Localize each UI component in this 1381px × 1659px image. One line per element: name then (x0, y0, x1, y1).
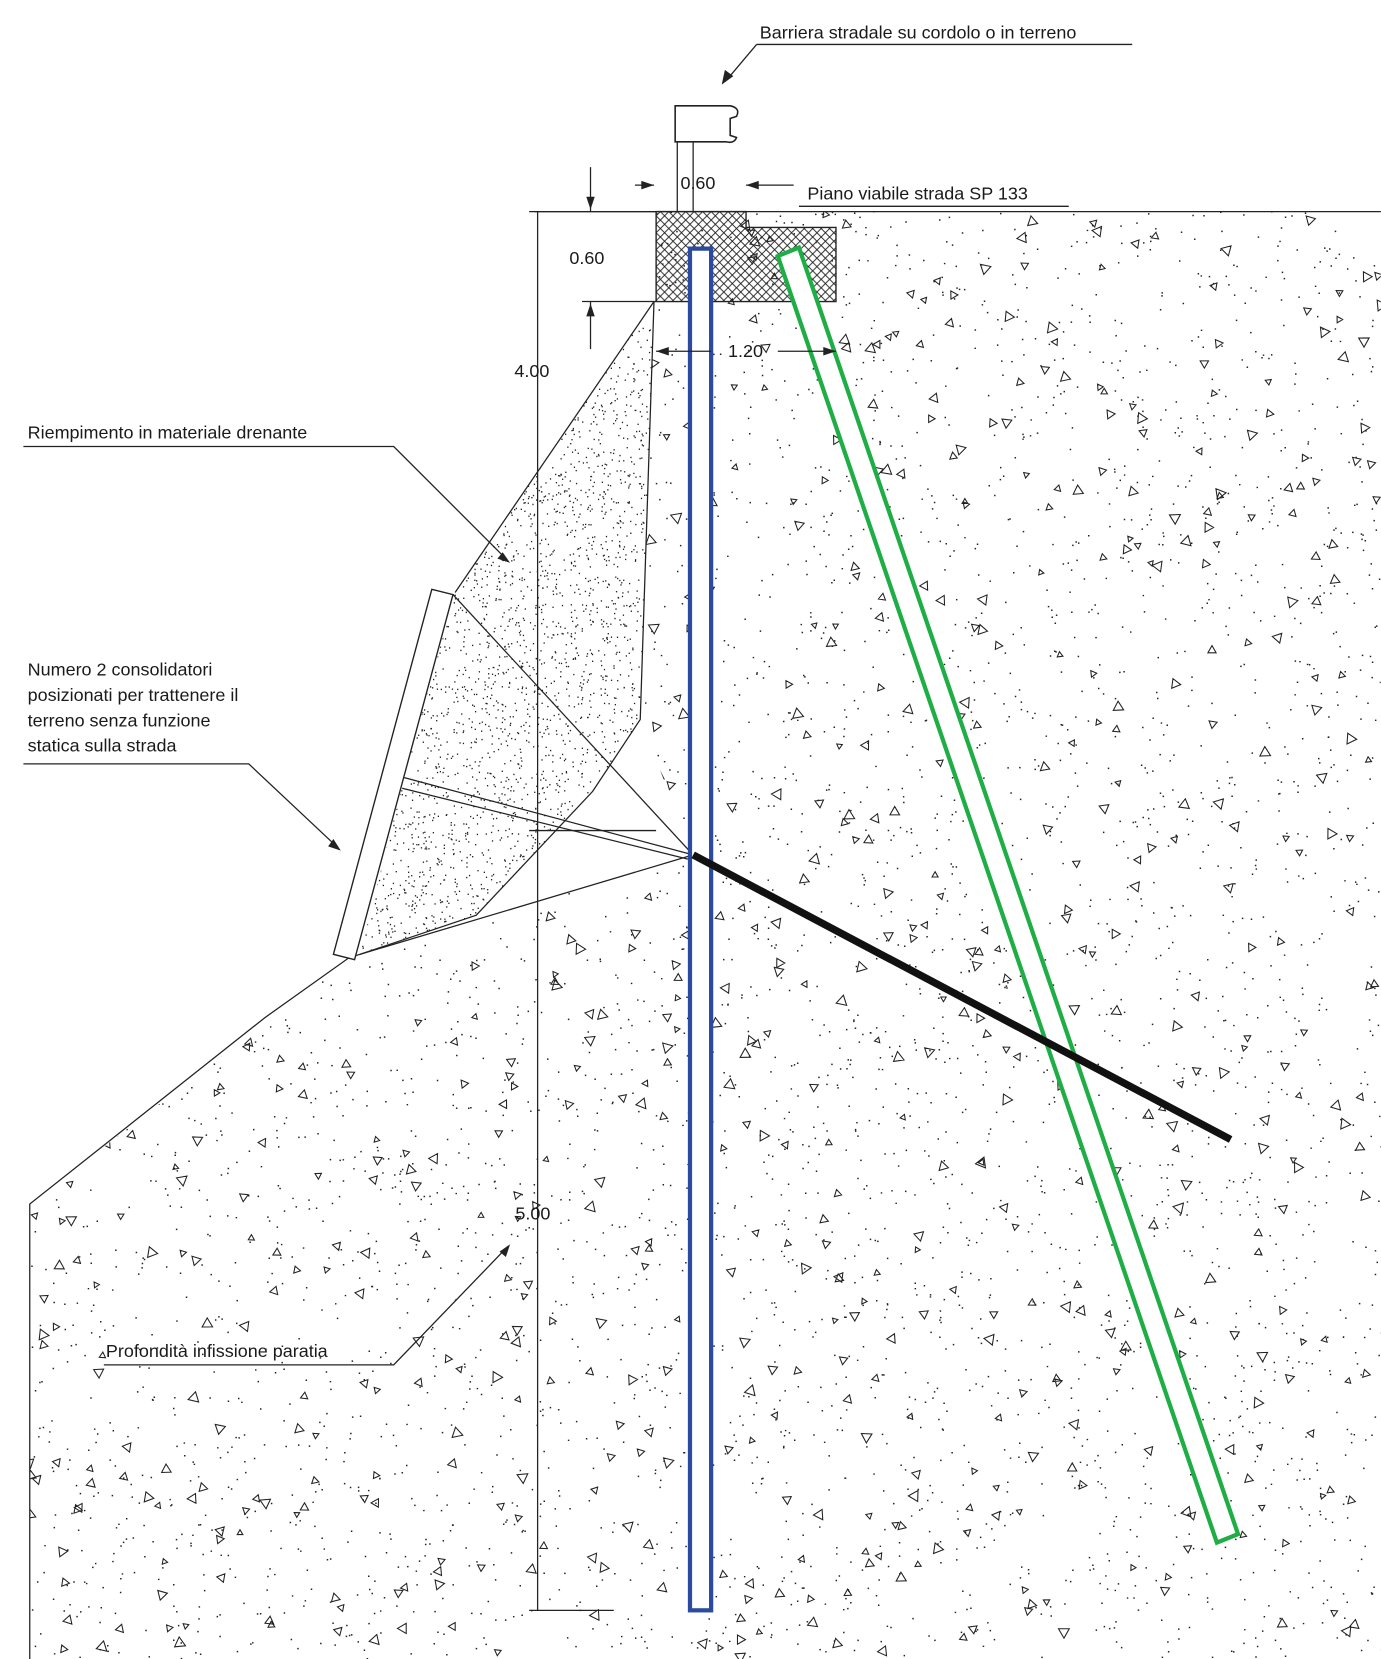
slope-line (29, 854, 694, 1659)
texture (359, 301, 654, 955)
arrow (499, 1244, 511, 1257)
barrier-leader (727, 43, 1133, 79)
fill-texture (359, 301, 654, 955)
road-label: Piano viabile strada SP 133 (807, 183, 1027, 203)
consolidator-leader (23, 763, 338, 847)
consolidator-label: terreno senza funzione (28, 710, 211, 730)
barrier-label: Barriera stradale su cordolo o in terren… (760, 23, 1077, 43)
texture (29, 211, 1381, 1659)
fill-leader (23, 445, 507, 560)
arrow (721, 69, 734, 85)
fill-label: Riempimento in materiale drenante (28, 423, 308, 443)
soil-texture (29, 211, 1381, 1659)
depth-leader (103, 1248, 507, 1366)
consolidator-label: posizionati per trattenere il (28, 685, 239, 705)
anchor (691, 851, 1233, 1143)
dimension-label: 1.20 (728, 341, 763, 361)
depth-label: Profondità infissione paratia (106, 1341, 328, 1361)
dimension-label: 0.60 (569, 248, 604, 268)
dimension-label: 4.00 (514, 361, 549, 381)
barrier-post (676, 137, 694, 212)
micropile (775, 244, 1241, 1546)
arrow (328, 839, 341, 851)
arrow (497, 552, 511, 563)
consolidator-label: Numero 2 consolidatori (28, 660, 213, 680)
consolidator-label: statica sulla strada (28, 736, 177, 756)
dimension-lines (529, 167, 836, 1611)
dimension-label: 5.00 (515, 1203, 550, 1223)
fill-boundary (359, 301, 655, 955)
consolidator-lines (402, 594, 694, 860)
fill-top (454, 301, 655, 593)
barrier (674, 105, 739, 144)
dimension-label: 0.60 (680, 173, 715, 193)
panel (332, 588, 454, 961)
sheet-pile (687, 246, 714, 1613)
